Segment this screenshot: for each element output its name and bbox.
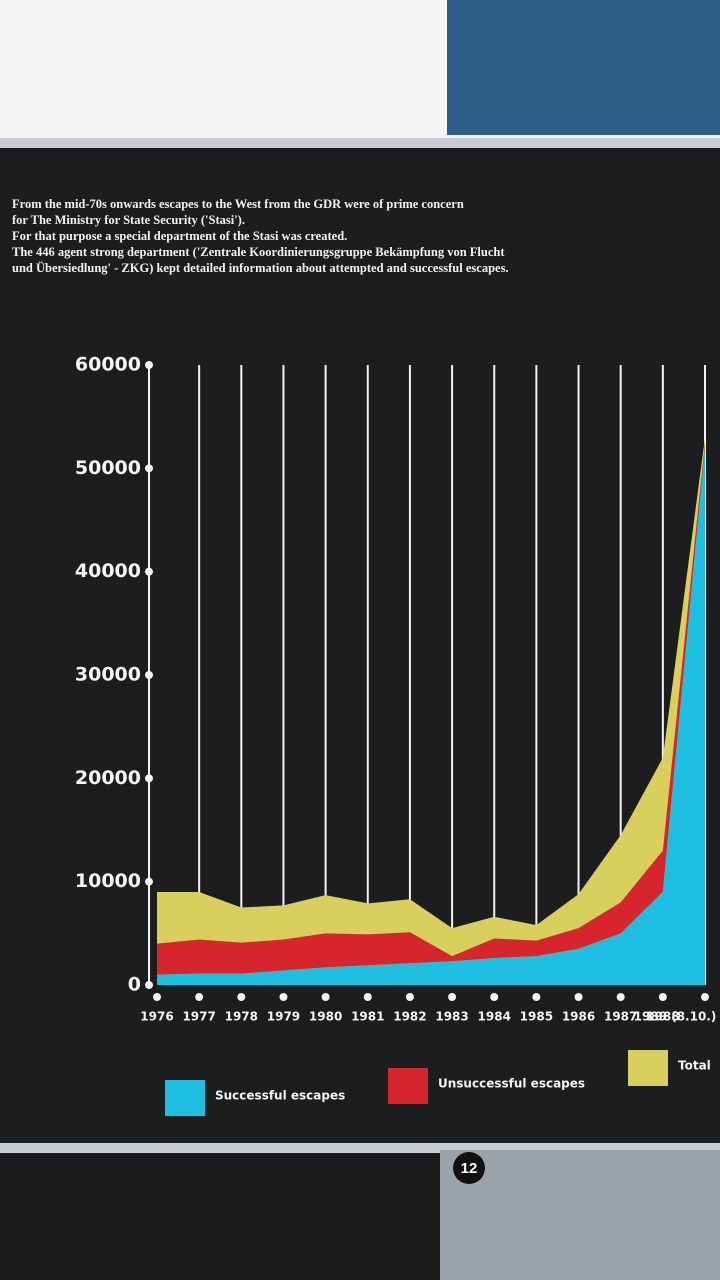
- panel: [0, 148, 720, 1143]
- x-tick: [490, 993, 499, 1001]
- bottom-photo: [440, 1150, 720, 1280]
- x-tick: [448, 993, 457, 1001]
- y-tick-label: 30000: [75, 664, 141, 686]
- x-tick: [195, 993, 204, 1001]
- x-tick: [701, 993, 709, 1001]
- y-tick-label: 40000: [75, 560, 141, 582]
- x-tick-label: 1980: [309, 1010, 342, 1024]
- x-tick-label: 1976: [140, 1010, 173, 1024]
- x-tick-label: 1981: [351, 1010, 384, 1024]
- x-tick: [153, 993, 161, 1001]
- legend-label: Total: [678, 1059, 711, 1073]
- top-poster: [447, 0, 720, 135]
- y-tick: [145, 671, 153, 679]
- x-tick: [532, 993, 541, 1001]
- legend-label: Unsuccessful escapes: [438, 1077, 585, 1091]
- legend-swatch: [388, 1068, 428, 1104]
- legend-label: Successful escapes: [215, 1089, 345, 1103]
- description-line: From the mid-70s onwards escapes to the …: [12, 197, 464, 211]
- x-tick-label: 1984: [478, 1010, 511, 1024]
- badge-text: 12: [461, 1160, 478, 1177]
- frame: [0, 138, 720, 148]
- x-tick-label: 1985: [520, 1010, 553, 1024]
- x-tick: [321, 993, 330, 1001]
- y-tick: [145, 877, 153, 886]
- description-line: For that purpose a special department of…: [12, 229, 347, 243]
- y-tick-label: 20000: [75, 767, 141, 789]
- legend-swatch: [165, 1080, 205, 1116]
- x-tick-label: 1978: [225, 1010, 258, 1024]
- x-tick-label: 1983: [435, 1010, 468, 1024]
- x-tick: [405, 993, 414, 1001]
- x-tick-label: 1986: [562, 1010, 595, 1024]
- x-tick: [363, 993, 372, 1001]
- bottom-panel: [0, 1153, 440, 1280]
- x-tick: [616, 993, 625, 1001]
- area-successful: [157, 447, 705, 986]
- y-tick-label: 50000: [75, 457, 141, 479]
- description-line: und Übersiedlung' - ZKG) kept detailed i…: [12, 261, 509, 275]
- y-tick: [145, 464, 153, 473]
- y-tick: [145, 981, 153, 989]
- x-tick: [279, 993, 288, 1001]
- x-tick-label: 1988: [646, 1010, 679, 1024]
- y-tick-label: 0: [128, 974, 141, 996]
- x-tick-label: 1977: [182, 1010, 215, 1024]
- legend-swatch: [628, 1050, 668, 1086]
- x-tick: [658, 993, 667, 1001]
- x-tick-label: 1979: [267, 1010, 300, 1024]
- y-tick-label: 10000: [75, 870, 141, 892]
- y-tick: [145, 774, 153, 783]
- y-tick: [145, 567, 153, 576]
- x-tick-label: 1987: [604, 1010, 637, 1024]
- x-tick-label: 1982: [393, 1010, 426, 1024]
- y-tick: [145, 361, 153, 369]
- x-tick-label: 1989 (8.10.): [634, 1010, 717, 1024]
- badge: [453, 1152, 485, 1184]
- y-tick-label: 60000: [75, 354, 141, 376]
- description-line: for The Ministry for State Security ('St…: [12, 213, 245, 227]
- description-line: The 446 agent strong department ('Zentra…: [12, 245, 505, 259]
- frame: [0, 1143, 720, 1153]
- x-tick: [237, 993, 246, 1001]
- x-tick: [574, 993, 583, 1001]
